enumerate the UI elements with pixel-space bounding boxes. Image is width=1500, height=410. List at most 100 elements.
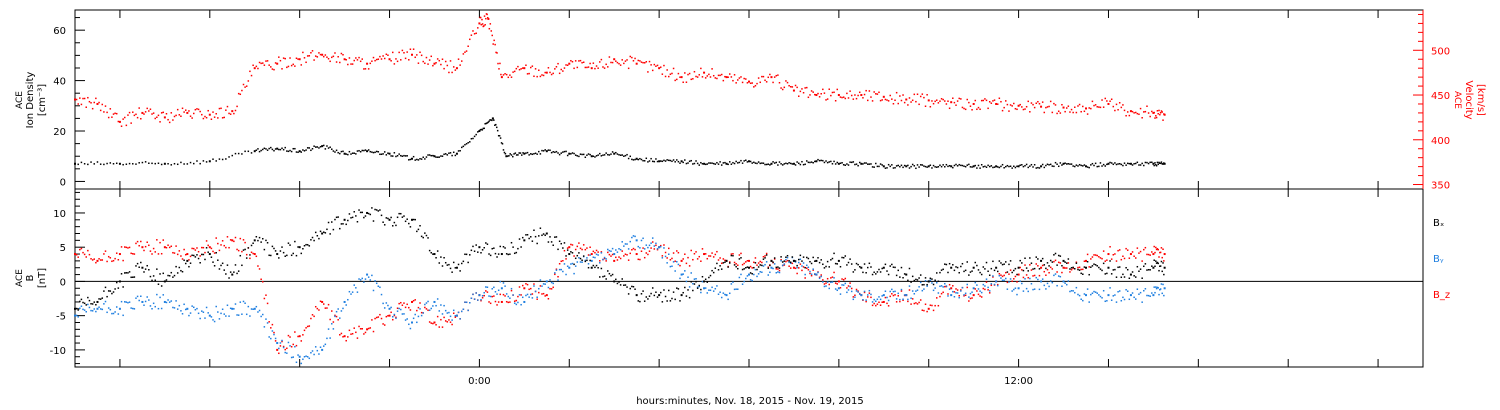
bx-sample (692, 289, 694, 292)
bx-sample (738, 258, 741, 260)
bx-sample (854, 269, 856, 271)
density-sample (1008, 165, 1010, 168)
by-sample (822, 281, 824, 283)
by-sample (738, 276, 741, 279)
velocity-sample (939, 100, 941, 102)
density-sample (154, 162, 156, 165)
bz-sample (382, 323, 384, 325)
velocity-sample (427, 63, 429, 65)
bx-sample (615, 278, 617, 281)
density-sample (322, 144, 325, 147)
density-sample (738, 161, 741, 164)
density-sample (560, 152, 562, 154)
bx-sample (942, 268, 944, 271)
bx-sample (290, 254, 293, 257)
by-sample (204, 317, 206, 319)
by-sample (446, 312, 449, 314)
bz-sample (1027, 276, 1029, 279)
velocity-sample (735, 82, 737, 84)
bz-sample (441, 326, 444, 328)
by-sample (260, 315, 262, 318)
density-sample (480, 128, 483, 131)
by-sample (1038, 288, 1041, 291)
bx-sample (992, 260, 994, 263)
by-sample (279, 342, 282, 344)
velocity-point (231, 110, 234, 113)
b-tick-label: 5 (60, 243, 66, 254)
bz-sample (608, 253, 611, 256)
bz-sample (645, 252, 648, 254)
by-sample (586, 257, 588, 259)
bz-sample (549, 287, 551, 290)
bx-sample (586, 259, 588, 262)
bz-sample (117, 258, 120, 261)
density-sample (1094, 162, 1097, 165)
bx-sample (533, 229, 535, 232)
density-sample (419, 157, 421, 160)
bx-sample (889, 265, 891, 267)
bx-sample (733, 264, 736, 266)
density-sample (789, 162, 792, 165)
density-sample (701, 163, 704, 165)
density-sample (1136, 161, 1139, 164)
bx-sample (517, 247, 519, 250)
bz-sample (610, 255, 612, 257)
by-sample (666, 262, 668, 264)
by-sample (486, 286, 489, 288)
bz-sample (322, 303, 325, 305)
bz-sample (417, 306, 420, 309)
density-sample (717, 163, 720, 165)
bx-sample (791, 256, 794, 258)
velocity-sample (947, 100, 949, 102)
by-sample (223, 313, 225, 315)
by-sample (971, 291, 973, 293)
bx-sample (1123, 276, 1126, 278)
density-sample (519, 152, 522, 154)
bz-sample (712, 256, 715, 258)
bz-sample (745, 261, 747, 263)
bz-point (118, 253, 121, 256)
density-sample (490, 119, 492, 121)
by-point (905, 294, 908, 297)
bx-sample (1102, 262, 1105, 265)
by-sample (138, 299, 140, 302)
density-sample (380, 153, 383, 156)
density-sample (1056, 163, 1058, 165)
density-sample (607, 153, 609, 156)
bx-point (231, 273, 234, 276)
bx-sample (1094, 264, 1097, 266)
by-sample (499, 280, 502, 283)
bz-sample (359, 328, 362, 330)
density-sample (202, 160, 205, 162)
bx-sample (480, 252, 482, 254)
velocity-sample (902, 94, 904, 96)
by-sample (538, 287, 540, 290)
by-sample (783, 263, 786, 265)
by-sample (685, 280, 688, 283)
by-sample (90, 309, 92, 312)
bz-sample (1001, 275, 1004, 278)
bx-sample (1138, 270, 1140, 272)
density-sample (761, 162, 763, 164)
bx-sample (79, 300, 81, 303)
by-sample (505, 293, 508, 295)
velocity-sample (1120, 106, 1123, 109)
velocity-sample (802, 91, 805, 94)
bz-sample (1030, 269, 1033, 271)
bx-sample (929, 277, 932, 280)
by-sample (521, 296, 524, 299)
bz-sample (452, 312, 455, 315)
by-sample (449, 315, 452, 318)
bz-sample (980, 296, 983, 298)
bz-sample (329, 318, 331, 321)
bz-sample (184, 253, 187, 256)
density-sample (929, 164, 932, 166)
velocity-sample (393, 63, 396, 65)
by-sample (281, 339, 283, 342)
bz-sample (924, 303, 927, 306)
velocity-sample (850, 94, 853, 97)
velocity-sample (339, 61, 341, 64)
bx-sample (698, 284, 701, 287)
velocity-sample (358, 56, 360, 59)
by-sample (1088, 301, 1090, 303)
